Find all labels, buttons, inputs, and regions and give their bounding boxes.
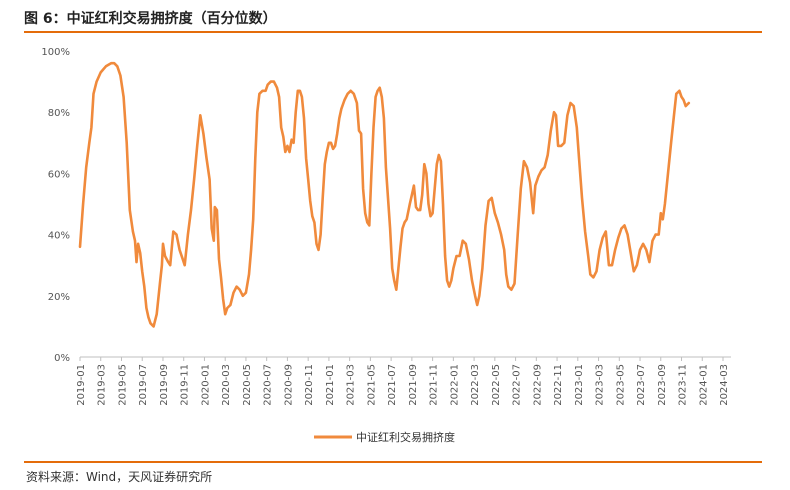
x-tick-label: 2021-09	[408, 364, 419, 406]
figure-title: 图 6：中证红利交易拥挤度（百分位数）	[24, 11, 277, 27]
x-tick-label: 2021-03	[346, 364, 357, 406]
x-tick-label: 2020-07	[263, 364, 274, 406]
y-tick-label: 0%	[54, 353, 70, 364]
series-line	[78, 61, 691, 328]
x-tick-label: 2022-09	[532, 364, 543, 406]
x-axis-ticks: 2019-01 2019-03 2019-05 2019-07 2019-09 2019-…	[76, 357, 730, 406]
x-tick-label: 2022-01	[449, 364, 460, 406]
x-tick-label: 2022-03	[470, 364, 481, 406]
footer-rule	[24, 461, 762, 463]
x-tick-label: 2019-01	[76, 364, 87, 406]
x-tick-label: 2024-01	[698, 364, 709, 406]
x-tick-label: 2021-05	[366, 364, 377, 406]
x-tick-label: 2021-07	[387, 364, 398, 406]
x-tick-label: 2021-11	[429, 364, 440, 406]
y-axis-ticks: 0% 20% 40% 60% 80% 100%	[41, 47, 70, 364]
x-tick-label: 2023-07	[636, 364, 647, 406]
x-tick-label: 2020-05	[242, 364, 253, 406]
x-tick-label: 2022-07	[512, 364, 523, 406]
y-tick-label: 20%	[48, 292, 70, 303]
x-tick-label: 2019-05	[117, 364, 128, 406]
y-tick-label: 80%	[48, 108, 70, 119]
x-tick-label: 2021-01	[325, 364, 336, 406]
x-tick-label: 2019-11	[180, 364, 191, 406]
x-tick-label: 2023-05	[615, 364, 626, 406]
y-tick-label: 100%	[41, 47, 70, 58]
x-tick-label: 2023-09	[657, 364, 668, 406]
x-tick-label: 2019-09	[159, 364, 170, 406]
x-tick-label: 2022-11	[553, 364, 564, 406]
x-tick-label: 2023-03	[595, 364, 606, 406]
x-tick-label: 2023-11	[678, 364, 689, 406]
x-tick-label: 2019-03	[97, 364, 108, 406]
y-tick-label: 40%	[48, 231, 70, 242]
x-tick-label: 2020-09	[283, 364, 294, 406]
title-rule	[24, 31, 762, 33]
x-tick-label: 2020-03	[221, 364, 232, 406]
source-note: 资料来源：Wind，天风证券研究所	[26, 470, 213, 484]
legend: 中证红利交易拥挤度	[314, 430, 455, 444]
x-tick-label: 2019-07	[138, 364, 149, 406]
x-tick-label: 2020-11	[304, 364, 315, 406]
y-tick-label: 60%	[48, 169, 70, 180]
x-tick-label: 2024-03	[719, 364, 730, 406]
legend-label: 中证红利交易拥挤度	[356, 430, 455, 444]
x-tick-label: 2023-01	[574, 364, 585, 406]
x-tick-label: 2020-01	[200, 364, 211, 406]
x-tick-label: 2022-05	[491, 364, 502, 406]
